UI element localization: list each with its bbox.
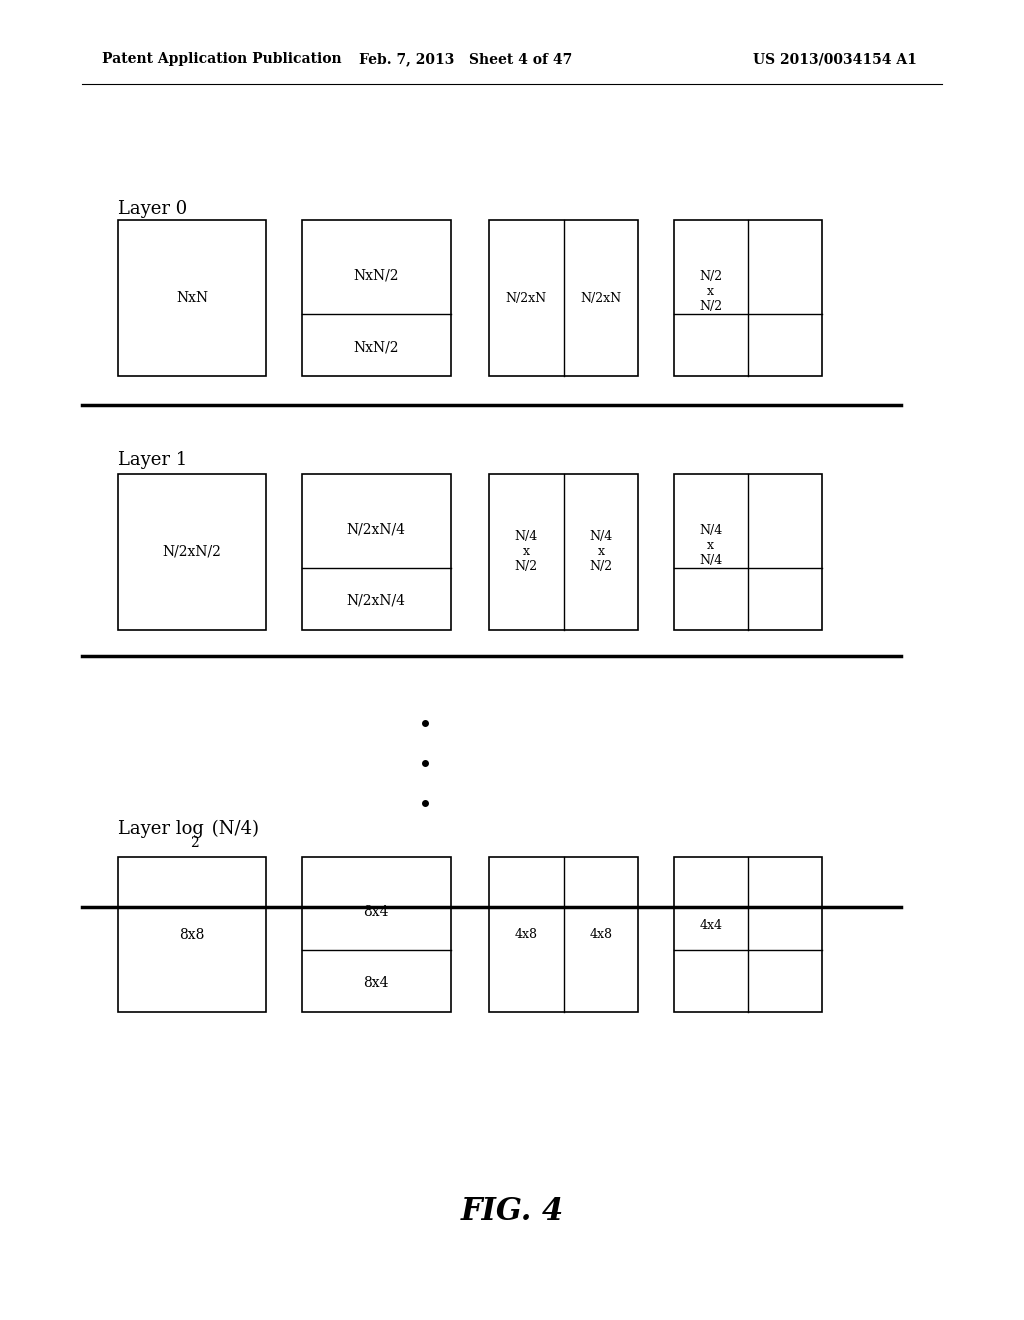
FancyBboxPatch shape (118, 220, 266, 376)
Text: N/2xN: N/2xN (581, 292, 622, 305)
Text: NxN/2: NxN/2 (353, 341, 399, 354)
FancyBboxPatch shape (489, 220, 638, 376)
FancyBboxPatch shape (118, 857, 266, 1012)
Text: 4x8: 4x8 (515, 928, 538, 941)
Text: 8x4: 8x4 (364, 977, 389, 990)
Text: (N/4): (N/4) (206, 820, 259, 838)
Text: FIG. 4: FIG. 4 (461, 1196, 563, 1228)
Text: N/4
x
N/4: N/4 x N/4 (699, 524, 722, 566)
Text: 8x4: 8x4 (364, 906, 389, 919)
Text: NxN/2: NxN/2 (353, 269, 399, 282)
FancyBboxPatch shape (674, 474, 822, 630)
FancyBboxPatch shape (118, 474, 266, 630)
Text: N/2
x
N/2: N/2 x N/2 (699, 271, 722, 313)
Text: 4x4: 4x4 (699, 919, 722, 932)
FancyBboxPatch shape (674, 857, 822, 1012)
Text: N/2xN/4: N/2xN/4 (347, 523, 406, 536)
Text: NxN: NxN (176, 292, 208, 305)
Text: N/2xN/4: N/2xN/4 (347, 594, 406, 607)
Text: Layer 1: Layer 1 (118, 450, 187, 469)
Text: N/4
x
N/2: N/4 x N/2 (590, 531, 612, 573)
Text: N/2xN: N/2xN (506, 292, 547, 305)
Text: N/4
x
N/2: N/4 x N/2 (515, 531, 538, 573)
FancyBboxPatch shape (489, 857, 638, 1012)
Text: Patent Application Publication: Patent Application Publication (102, 53, 342, 66)
Text: 4x8: 4x8 (590, 928, 612, 941)
Text: Layer 0: Layer 0 (118, 199, 187, 218)
Text: 2: 2 (190, 836, 200, 850)
Text: Layer log: Layer log (118, 820, 204, 838)
Text: US 2013/0034154 A1: US 2013/0034154 A1 (753, 53, 916, 66)
FancyBboxPatch shape (674, 220, 822, 376)
FancyBboxPatch shape (302, 857, 451, 1012)
FancyBboxPatch shape (302, 220, 451, 376)
FancyBboxPatch shape (302, 474, 451, 630)
Text: 8x8: 8x8 (179, 928, 205, 941)
Text: Feb. 7, 2013   Sheet 4 of 47: Feb. 7, 2013 Sheet 4 of 47 (359, 53, 572, 66)
FancyBboxPatch shape (489, 474, 638, 630)
Text: N/2xN/2: N/2xN/2 (163, 545, 221, 558)
